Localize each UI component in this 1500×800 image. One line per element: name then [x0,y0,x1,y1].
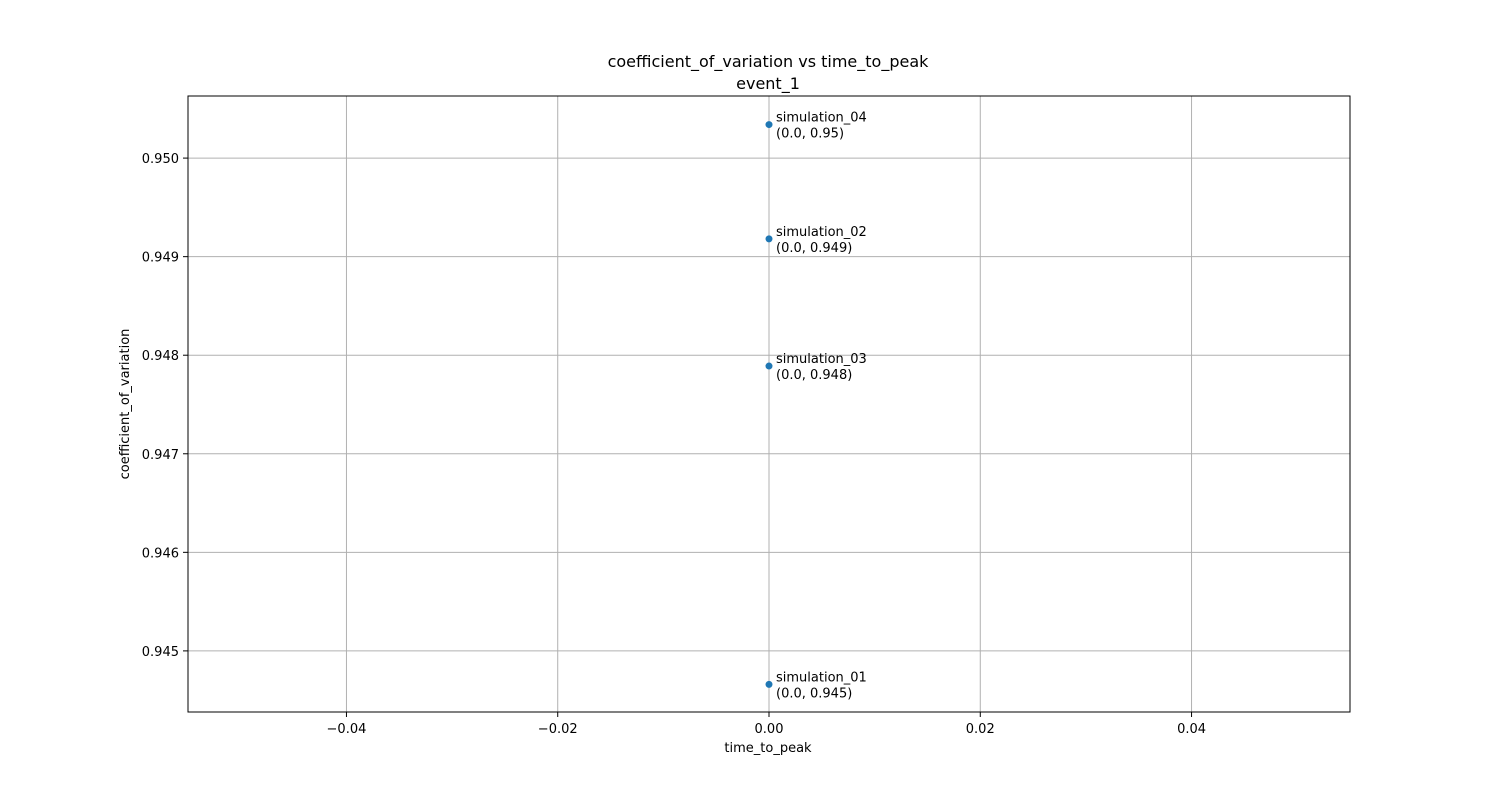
data-point [765,680,773,688]
point-value-label: (0.0, 0.945) [776,686,852,701]
point-value-label: (0.0, 0.95) [776,127,844,142]
data-point [765,362,773,370]
x-tick-label: 0.00 [755,722,784,737]
x-tick-label: 0.04 [1177,722,1206,737]
grid-lines [188,96,1350,712]
point-value-label: (0.0, 0.948) [776,368,852,383]
data-point [765,121,773,129]
y-tick-label: 0.945 [142,645,179,660]
x-tick-label: 0.02 [966,722,995,737]
chart-title: coefficient_of_variation vs time_to_peak [608,52,930,72]
point-name-label: simulation_03 [776,352,867,367]
data-points: simulation_04(0.0, 0.95)simulation_02(0.… [765,111,867,701]
y-tick-label: 0.949 [142,251,179,266]
y-axis-label: coefficient_of_variation [118,329,133,480]
x-axis-label: time_to_peak [724,741,812,756]
point-name-label: simulation_01 [776,670,867,685]
point-name-label: simulation_04 [776,111,867,126]
point-name-label: simulation_02 [776,225,867,240]
x-tick-label: −0.04 [327,722,367,737]
chart-subtitle: event_1 [736,74,800,94]
y-tick-label: 0.946 [142,546,179,561]
axis-ticks: −0.04 −0.02 0.00 0.02 0.04 0.945 0.946 0.947 0.9… [142,152,1206,737]
point-value-label: (0.0, 0.949) [776,241,852,256]
y-tick-label: 0.947 [142,448,179,463]
y-tick-label: 0.950 [142,152,179,167]
x-tick-label: −0.02 [538,722,578,737]
y-tick-label: 0.948 [142,349,179,364]
data-point [765,235,773,243]
